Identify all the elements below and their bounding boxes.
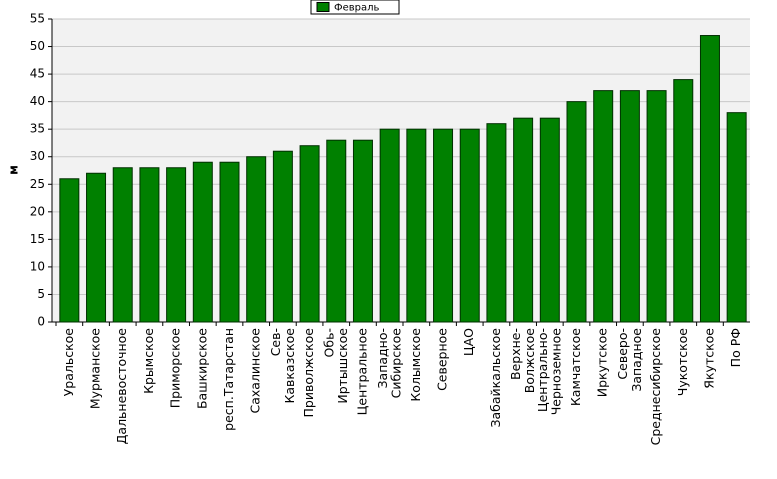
x-tick-label: По РФ	[728, 328, 743, 368]
x-tick-label: Колымское	[408, 328, 423, 402]
bar	[593, 90, 614, 323]
bar	[539, 117, 560, 323]
x-tick-label: Уральское	[61, 328, 76, 397]
bar	[59, 178, 80, 323]
bar	[112, 167, 133, 323]
x-tick-label: Крымское	[141, 328, 156, 394]
bar	[673, 79, 694, 323]
legend: Февраль	[310, 0, 400, 15]
x-tick-label: Забайкальское	[488, 328, 503, 428]
bar	[326, 139, 347, 323]
y-tick-label: 55	[30, 12, 45, 26]
x-tick-label: Верхне-Волжское	[508, 328, 537, 394]
x-tick-label: Северное	[435, 328, 450, 391]
bar	[726, 112, 747, 323]
bar	[566, 101, 587, 323]
bar	[486, 123, 507, 323]
bar	[192, 161, 213, 323]
legend-box	[310, 0, 400, 15]
x-tick-label: Чукотское	[675, 328, 690, 397]
x-tick-label: Башкирское	[194, 328, 209, 409]
x-tick-label: Дальневосточное	[114, 328, 129, 445]
bar	[246, 156, 267, 323]
x-tick-label: Западно-Сибирское	[374, 328, 403, 399]
y-axis-label: м	[7, 165, 21, 175]
x-tick-label: ЦАО	[461, 328, 476, 356]
y-tick-label: 10	[30, 259, 45, 273]
x-tick-label: Якутское	[701, 328, 716, 389]
bar	[646, 90, 667, 323]
y-tick-label: 15	[30, 232, 45, 246]
x-tick-label: Иркутское	[595, 328, 610, 398]
legend-swatch	[316, 2, 330, 12]
bar	[406, 128, 427, 323]
x-tick-label: Приволжское	[301, 328, 316, 418]
y-tick-label: 40	[30, 94, 45, 108]
bar	[219, 161, 240, 323]
legend-label: Февраль	[334, 3, 380, 14]
bar	[433, 128, 454, 323]
y-tick-label: 50	[30, 39, 45, 53]
x-tick-label: Центральное	[354, 328, 369, 416]
bar	[619, 90, 640, 323]
x-tick-label: Камчатское	[568, 328, 583, 406]
bar	[459, 128, 480, 323]
bar	[379, 128, 400, 323]
bar	[139, 167, 160, 323]
x-tick-label: Сахалинское	[248, 328, 263, 414]
bar	[699, 35, 720, 323]
x-tick-label: Обь-Иртышское	[321, 328, 350, 404]
bar	[299, 145, 320, 323]
x-tick-label: Среднесибирское	[648, 328, 663, 446]
y-tick-label: 0	[37, 315, 45, 329]
y-tick-label: 25	[30, 177, 45, 191]
bar	[352, 139, 373, 323]
x-tick-label: Приморское	[168, 328, 183, 409]
bar	[166, 167, 187, 323]
x-tick-label: Сев-Кавказское	[268, 328, 297, 404]
x-tick-label: Северо-Западное	[615, 328, 644, 392]
y-tick-label: 30	[30, 149, 45, 163]
y-tick-label: 35	[30, 122, 45, 136]
y-tick-label: 45	[30, 67, 45, 81]
x-tick-label: Центрально-Черноземное	[534, 328, 563, 416]
bar	[86, 172, 107, 323]
bar	[272, 150, 293, 323]
x-tick-label: респ.Татарстан	[221, 328, 236, 431]
y-tick-label: 20	[30, 204, 45, 218]
y-tick-label: 5	[37, 287, 45, 301]
bar	[513, 117, 534, 323]
x-tick-label: Мурманское	[88, 328, 103, 409]
